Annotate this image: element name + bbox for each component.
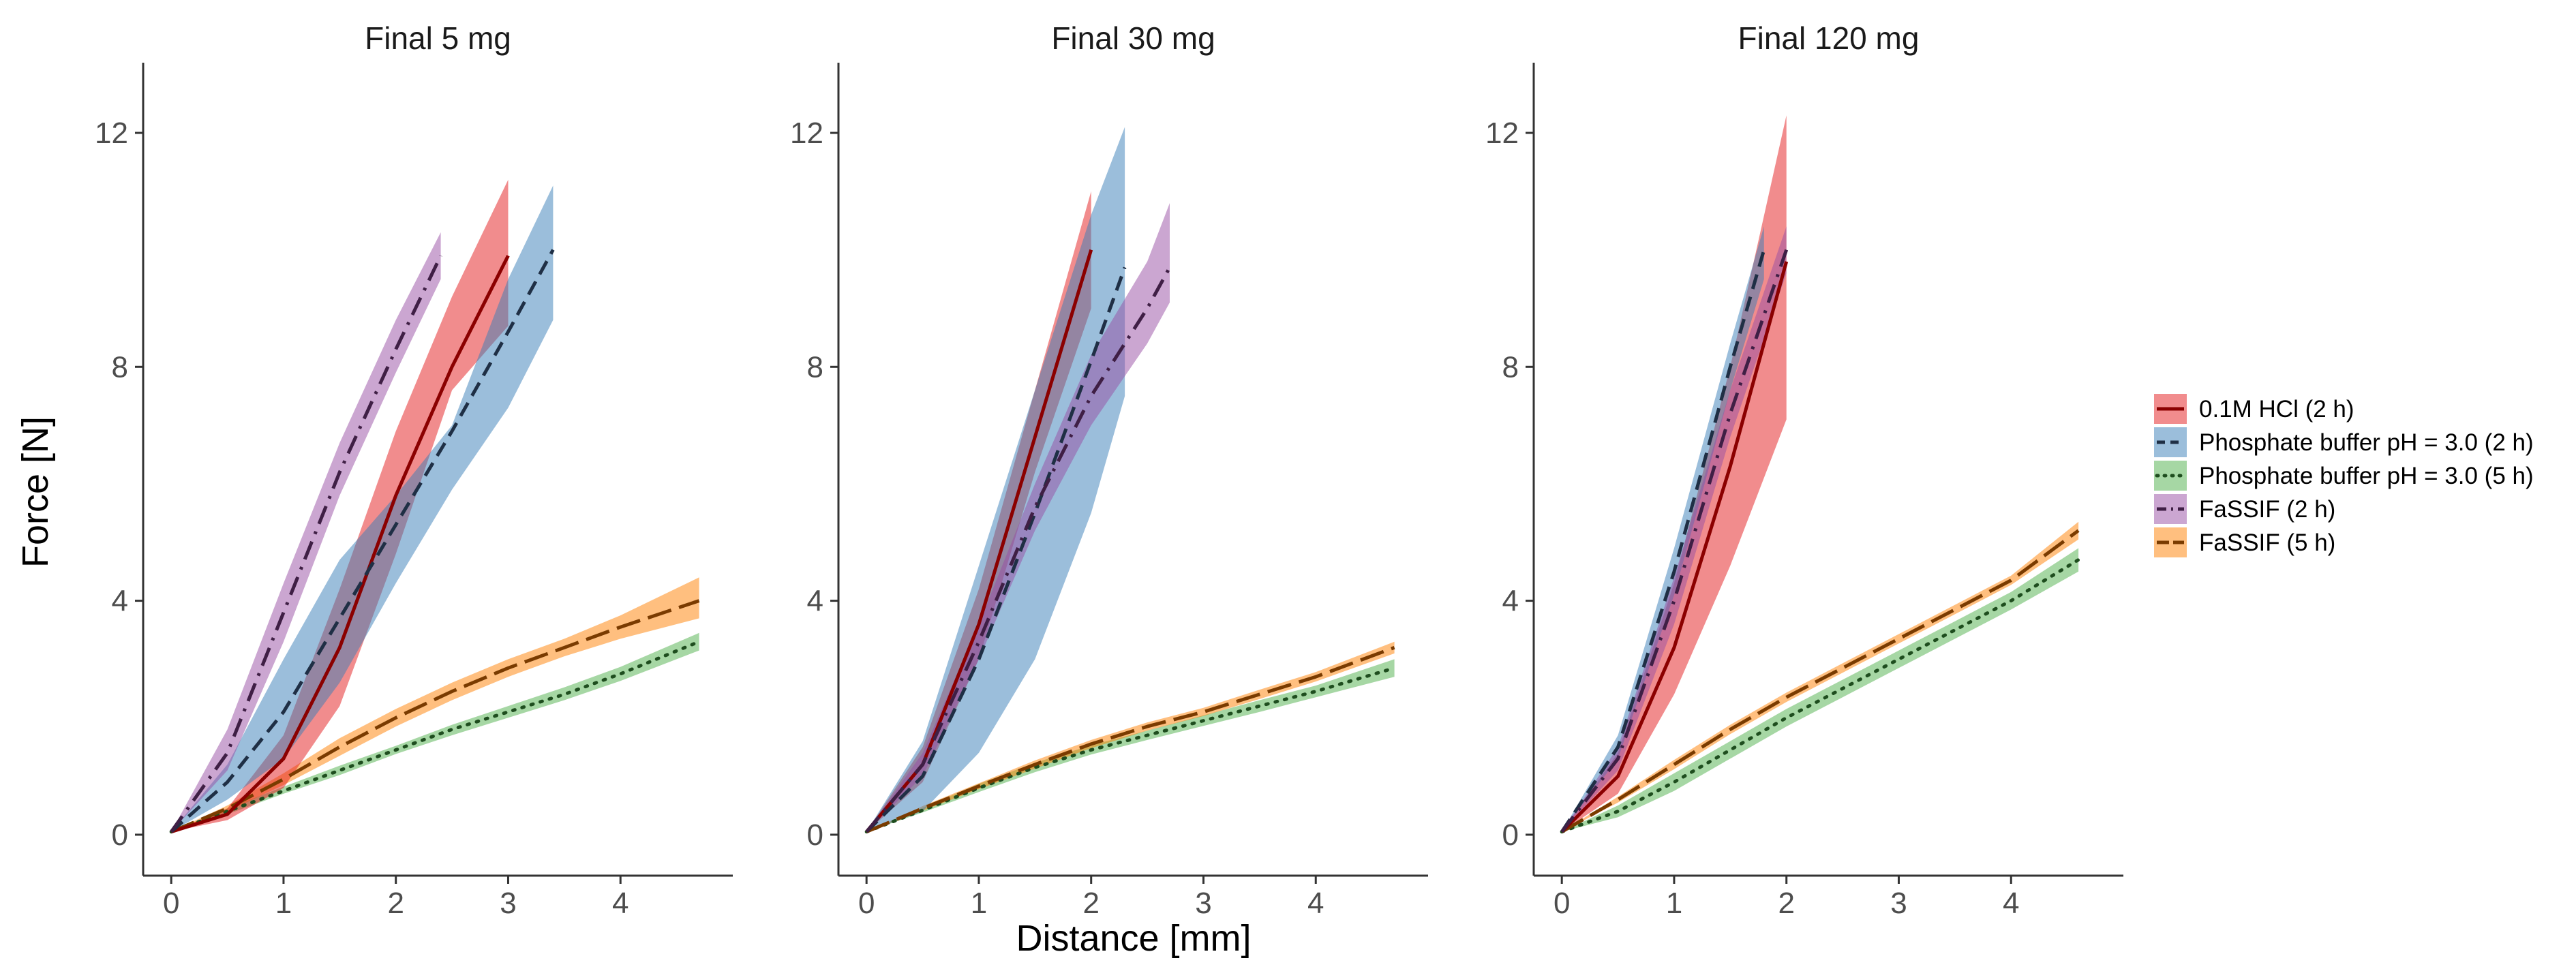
ribbon-pb5	[171, 632, 699, 832]
panel-title: Final 30 mg	[1051, 20, 1215, 56]
legend-item-fa2: FaSSIF (2 h)	[2154, 494, 2335, 524]
y-tick-label: 0	[112, 818, 128, 852]
y-tick-label: 8	[112, 350, 128, 384]
legend-label: FaSSIF (2 h)	[2199, 496, 2335, 523]
line-fa5	[170, 599, 700, 833]
x-tick-label: 2	[1778, 887, 1794, 920]
y-tick-label: 12	[95, 117, 128, 150]
line-pb2	[170, 249, 555, 833]
line-hcl2	[1560, 261, 1789, 833]
ribbon-hcl2	[1562, 115, 1787, 832]
x-tick-label: 4	[612, 887, 628, 920]
x-tick-label: 4	[1307, 887, 1324, 920]
y-tick-label: 4	[112, 585, 128, 618]
x-axis-title: Distance [mm]	[1016, 918, 1251, 959]
line-fa2	[1560, 249, 1789, 833]
legend-label: Phosphate buffer pH = 3.0 (2 h)	[2199, 429, 2534, 456]
line-fa2	[865, 266, 1172, 833]
y-tick-label: 8	[807, 350, 823, 384]
y-tick-label: 0	[1502, 818, 1519, 852]
y-tick-label: 4	[807, 585, 823, 618]
ribbon-pb5	[866, 659, 1395, 832]
legend-label: Phosphate buffer pH = 3.0 (5 h)	[2199, 463, 2534, 489]
line-pb2	[1560, 249, 1766, 833]
x-tick-label: 1	[971, 887, 987, 920]
legend-item-fa5: FaSSIF (5 h)	[2154, 527, 2335, 557]
line-hcl2	[170, 255, 510, 833]
line-hcl2	[865, 249, 1093, 833]
legend-item-pb2: Phosphate buffer pH = 3.0 (2 h)	[2154, 427, 2534, 457]
x-tick-label: 0	[858, 887, 875, 920]
x-tick-label: 3	[1195, 887, 1211, 920]
y-tick-label: 8	[1502, 350, 1519, 384]
ribbon-fa2	[171, 232, 441, 832]
x-tick-label: 2	[1082, 887, 1099, 920]
panel-title: Final 120 mg	[1738, 20, 1920, 56]
ribbon-fa2	[866, 203, 1170, 832]
panel-title: Final 5 mg	[365, 20, 511, 56]
legend-label: 0.1M HCl (2 h)	[2199, 396, 2354, 422]
legend-item-pb5: Phosphate buffer pH = 3.0 (5 h)	[2154, 461, 2534, 491]
line-fa5	[866, 645, 1395, 833]
x-tick-label: 1	[275, 887, 292, 920]
legend-item-hcl2: 0.1M HCl (2 h)	[2154, 394, 2354, 424]
legend: 0.1M HCl (2 h) Phosphate buffer pH = 3.0 …	[2154, 394, 2534, 557]
y-tick-label: 12	[790, 117, 823, 150]
y-tick-label: 0	[807, 818, 823, 852]
line-fa2	[170, 255, 442, 833]
ribbon-hcl2	[171, 179, 509, 832]
line-pb5	[864, 666, 1397, 834]
legend-label: FaSSIF (5 h)	[2199, 529, 2335, 556]
y-tick-label: 4	[1502, 585, 1519, 618]
x-tick-label: 1	[1666, 887, 1682, 920]
x-tick-label: 0	[163, 887, 179, 920]
ribbon-pb2	[866, 127, 1125, 832]
x-tick-label: 2	[387, 887, 404, 920]
y-tick-label: 12	[1485, 117, 1519, 150]
line-pb5	[169, 640, 701, 834]
x-tick-label: 0	[1554, 887, 1570, 920]
y-axis-title: Force [N]	[15, 416, 56, 568]
x-tick-label: 3	[1890, 887, 1907, 920]
line-pb2	[865, 266, 1127, 833]
x-tick-label: 3	[500, 887, 516, 920]
ribbon-fa5	[866, 641, 1395, 832]
x-tick-label: 4	[2003, 887, 2019, 920]
